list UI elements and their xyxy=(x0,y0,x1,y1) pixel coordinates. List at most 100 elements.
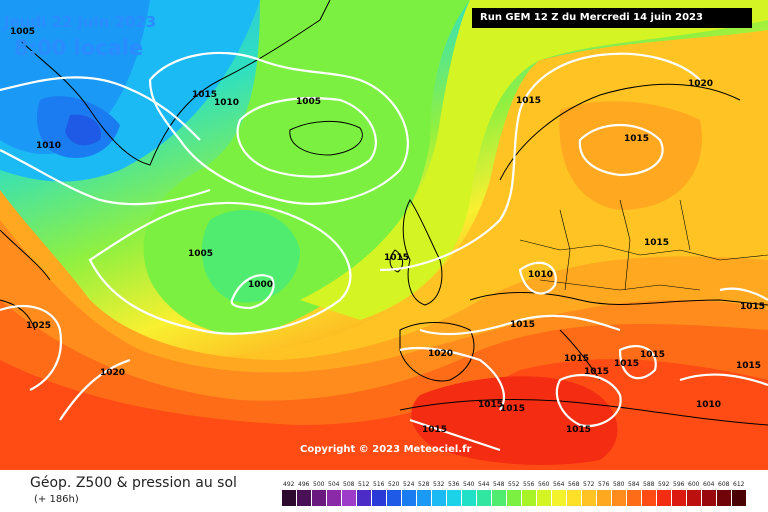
isobar-line xyxy=(88,201,352,335)
isobar-line xyxy=(618,345,657,380)
color-scale-legend: 492 496 500 504 508 512 516 520 524 528 532 536 540 5… xyxy=(282,481,746,506)
legend-tick-label: 512 xyxy=(358,481,370,488)
isobar-line xyxy=(578,123,664,177)
britain-coast xyxy=(402,199,443,306)
legend-swatch xyxy=(297,490,311,506)
legend-swatch xyxy=(672,490,686,506)
legend-swatch xyxy=(282,490,296,506)
scandinavia-coast xyxy=(499,83,741,181)
isobar-labels: 1005 1010 1015 1010 1005 1005 1000 1025 … xyxy=(10,27,765,435)
legend-tick-label: 576 xyxy=(598,481,610,488)
band-516 xyxy=(65,114,101,146)
legend-tick-label: 552 xyxy=(508,481,520,488)
legend-tick-label: 536 xyxy=(448,481,460,488)
isobar-label: 1010 xyxy=(214,98,239,108)
legend-swatch xyxy=(627,490,641,506)
legend-tick-label: 600 xyxy=(688,481,700,488)
isobar-label: 1015 xyxy=(614,359,639,369)
isobar-label: 1010 xyxy=(696,400,721,410)
band-592 xyxy=(411,376,618,465)
band-576-north xyxy=(559,101,702,210)
isobar-line xyxy=(399,346,505,411)
legend-swatch xyxy=(612,490,626,506)
run-info-banner: Run GEM 12 Z du Mercredi 14 juin 2023 xyxy=(472,8,752,28)
isobar-line xyxy=(0,76,201,141)
isobar-line xyxy=(236,97,377,178)
legend-swatch xyxy=(372,490,386,506)
north-africa-coast xyxy=(399,399,768,426)
legend-swatch xyxy=(732,490,746,506)
legend-swatch xyxy=(537,490,551,506)
isobar-label: 1015 xyxy=(644,238,669,248)
legend-tick-label: 556 xyxy=(523,481,535,488)
legend-tick-label: 520 xyxy=(388,481,400,488)
isobar-label: 1005 xyxy=(296,97,321,107)
isobar-label: 1015 xyxy=(564,354,589,364)
legend-tick-label: 532 xyxy=(433,481,445,488)
legend-tick-label: 596 xyxy=(673,481,685,488)
isobar-line xyxy=(518,261,557,295)
isobar-line xyxy=(679,373,768,387)
country-borders xyxy=(519,199,768,291)
legend-tick-label: 592 xyxy=(658,481,670,488)
legend-swatch xyxy=(327,490,341,506)
legend-tick-label: 492 xyxy=(283,481,295,488)
italy-coast xyxy=(559,329,601,381)
isobar-label: 1015 xyxy=(384,253,409,263)
isobar-label: 1025 xyxy=(26,321,51,331)
isobar-label: 1020 xyxy=(428,349,453,359)
legend-swatch xyxy=(567,490,581,506)
legend-tick-label: 608 xyxy=(718,481,730,488)
legend-tick-label: 560 xyxy=(538,481,550,488)
legend-tick-label: 504 xyxy=(328,481,340,488)
isobar-line xyxy=(230,274,275,310)
isobar-label: 1015 xyxy=(566,425,591,435)
isobar-label: 1015 xyxy=(478,400,503,410)
isobar-line xyxy=(719,287,768,301)
isobar-label: 1015 xyxy=(516,96,541,106)
isobar-line xyxy=(59,358,131,421)
legend-swatch xyxy=(447,490,461,506)
legend-tick-label: 508 xyxy=(343,481,355,488)
legend-swatch xyxy=(462,490,476,506)
legend-swatch xyxy=(552,490,566,506)
legend-tick-label: 528 xyxy=(418,481,430,488)
legend-swatch xyxy=(642,490,656,506)
isobar-line xyxy=(419,314,621,336)
map-title: Géop. Z500 & pression au sol xyxy=(30,475,237,491)
legend-tick-label: 604 xyxy=(703,481,715,488)
isobar-line xyxy=(409,418,501,452)
legend-tick-label: 588 xyxy=(643,481,655,488)
forecast-date: Jeudi 22 juin 2023 xyxy=(4,13,157,31)
legend-tick-label: 496 xyxy=(298,481,310,488)
legend-swatch xyxy=(582,490,596,506)
isobar-label: 1015 xyxy=(740,302,765,312)
isobar-line xyxy=(0,305,63,391)
isobar-line xyxy=(555,373,622,428)
legend-tick-label: 544 xyxy=(478,481,490,488)
coastlines xyxy=(0,0,768,426)
isobar-label: 1015 xyxy=(640,350,665,360)
isobar-label: 1020 xyxy=(688,79,713,89)
isobar-label: 1015 xyxy=(422,425,447,435)
isobar-label: 1020 xyxy=(100,368,125,378)
legend-tick-label: 568 xyxy=(568,481,580,488)
legend-swatch xyxy=(387,490,401,506)
isobar-label: 1010 xyxy=(528,270,553,280)
isobar-label: 1015 xyxy=(584,367,609,377)
ireland-coast xyxy=(389,249,403,273)
legend-tick-label: 516 xyxy=(373,481,385,488)
isobar-label: 1015 xyxy=(192,90,217,100)
legend-swatch xyxy=(597,490,611,506)
iberia-coast xyxy=(399,322,475,382)
isobar-label: 1005 xyxy=(10,27,35,37)
band-560 xyxy=(300,0,768,320)
isobar-label: 1005 xyxy=(188,249,213,259)
legend-swatch xyxy=(702,490,716,506)
forecast-time: 8:00 locale xyxy=(14,36,144,60)
legend-tick-label: 500 xyxy=(313,481,325,488)
legend-tick-label: 564 xyxy=(553,481,565,488)
legend-tick-label: 572 xyxy=(583,481,595,488)
isobar-line xyxy=(148,51,409,205)
legend-tick-label: 540 xyxy=(463,481,475,488)
